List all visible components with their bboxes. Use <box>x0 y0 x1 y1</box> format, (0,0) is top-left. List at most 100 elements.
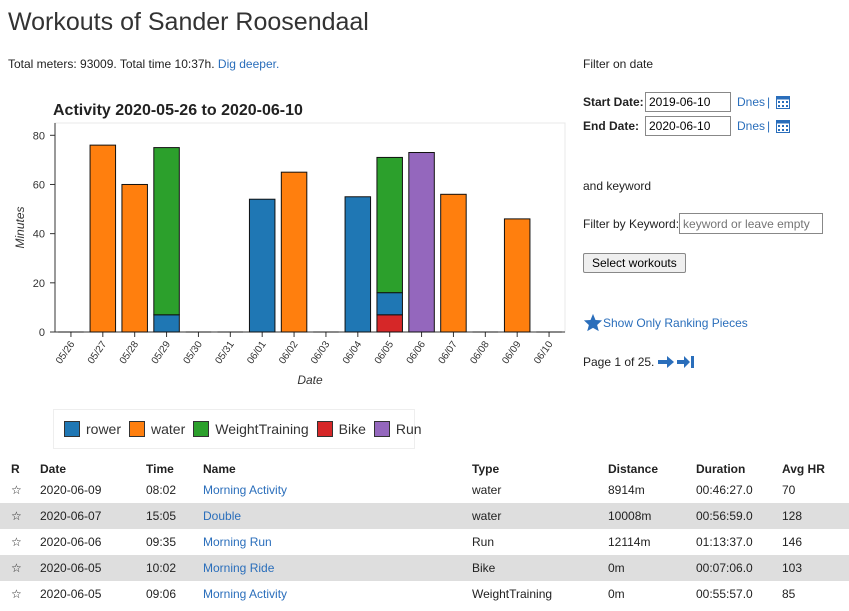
header-time: Time <box>146 461 174 476</box>
rank-star-icon[interactable]: ☆ <box>11 587 22 601</box>
date-cell: 2020-06-09 <box>40 483 102 497</box>
x-tick-label: 06/04 <box>341 339 365 366</box>
summary: Total meters: 93009. Total time 10:37h. … <box>8 57 279 71</box>
legend-item: rower <box>64 421 121 437</box>
header-distance: Distance <box>608 461 659 476</box>
legend-label: Run <box>395 421 422 437</box>
type-cell-container: water <box>472 477 608 503</box>
time-cell: 09:06 <box>146 587 177 601</box>
x-tick-label: 05/26 <box>54 339 78 366</box>
ranking-filter[interactable]: Show Only Ranking Pieces <box>583 313 748 332</box>
legend-label: WeightTraining <box>215 421 309 437</box>
time-cell: 09:35 <box>146 535 177 549</box>
time-cell-container: 08:02 <box>146 477 203 503</box>
time-cell-container: 10:02 <box>146 555 203 581</box>
type-cell: water <box>472 509 502 523</box>
header-r: R <box>11 461 20 476</box>
bar-run <box>408 152 435 333</box>
summary-text: Total meters: 93009. Total time 10:37h. <box>8 57 215 71</box>
workout-name-link-container: Morning Run <box>203 529 472 555</box>
x-tick-label: 06/10 <box>532 339 556 366</box>
bar-rower <box>376 292 403 316</box>
time-cell: 08:02 <box>146 483 177 497</box>
workout-name-link[interactable]: Morning Run <box>203 535 272 549</box>
time-cell-container: 15:05 <box>146 503 203 529</box>
select-workouts-button[interactable]: Select workouts <box>583 253 686 273</box>
duration-cell: 00:46:27.0 <box>696 483 753 497</box>
x-tick-label: 06/09 <box>500 339 524 366</box>
calendar-icon[interactable] <box>776 95 791 109</box>
x-tick-label: 06/01 <box>245 339 269 366</box>
last-page-icon[interactable] <box>677 355 695 369</box>
y-tick-label: 80 <box>33 130 45 142</box>
start-date-input[interactable] <box>645 92 731 112</box>
avg-hr-cell-container: 103 <box>782 555 849 581</box>
header-name: Name <box>203 461 236 476</box>
header-duration: Duration <box>696 461 746 476</box>
workout-name-link-container: Double <box>203 503 472 529</box>
distance-cell-container: 12114m <box>608 529 696 555</box>
workout-name-link[interactable]: Morning Ride <box>203 561 275 575</box>
ranking-link[interactable]: Show Only Ranking Pieces <box>603 315 748 330</box>
time-cell-container: 09:35 <box>146 529 203 555</box>
header-date: Date <box>40 461 67 476</box>
table-row: ☆ 2020-06-05 10:02 Morning Ride Bike 0m 00:07:… <box>0 555 849 581</box>
date-cell: 2020-06-05 <box>40 587 102 601</box>
workout-name-link[interactable]: Morning Activity <box>203 587 288 601</box>
start-dnes-link[interactable]: Dnes <box>737 95 766 109</box>
avg-hr-cell-container: 128 <box>782 503 849 529</box>
avg-hr-cell: 103 <box>782 561 803 575</box>
distance-cell: 10008m <box>608 509 652 523</box>
x-tick-label: 06/03 <box>309 339 333 366</box>
duration-cell-container: 00:55:57.0 <box>696 581 782 607</box>
avg-hr-cell: 146 <box>782 535 803 549</box>
type-cell: water <box>472 483 502 497</box>
x-tick-label: 05/30 <box>182 339 206 366</box>
rank-star-icon[interactable]: ☆ <box>11 535 22 549</box>
bar-weighttraining <box>153 147 180 316</box>
end-date-input[interactable] <box>645 116 731 136</box>
type-cell-container: Bike <box>472 555 608 581</box>
time-cell: 15:05 <box>146 509 177 523</box>
distance-cell-container: 10008m <box>608 503 696 529</box>
star-icon <box>583 313 603 332</box>
date-cell: 2020-06-07 <box>40 509 102 523</box>
date-cell-container: 2020-06-07 <box>29 503 146 529</box>
bar-weighttraining <box>376 156 403 294</box>
bar-bike <box>376 314 403 333</box>
avg-hr-cell-container: 146 <box>782 529 849 555</box>
rank-star-icon-container: ☆ <box>0 581 29 607</box>
keyword-title: and keyword <box>583 179 652 193</box>
x-tick-label: 05/27 <box>86 339 110 366</box>
workout-name-link[interactable]: Morning Activity <box>203 483 288 497</box>
rank-star-icon-container: ☆ <box>0 503 29 529</box>
legend-swatch <box>193 421 210 437</box>
legend-swatch <box>64 421 80 437</box>
legend-item: WeightTraining <box>193 421 309 437</box>
workout-name-link[interactable]: Double <box>203 509 242 523</box>
y-tick-label: 20 <box>33 278 45 290</box>
page-text: Page 1 of 25. <box>583 355 655 369</box>
page-title: Workouts of Sander Roosendaal <box>8 8 369 36</box>
rank-star-icon[interactable]: ☆ <box>11 561 22 575</box>
rank-star-icon[interactable]: ☆ <box>11 509 22 523</box>
duration-cell-container: 00:56:59.0 <box>696 503 782 529</box>
rank-star-icon[interactable]: ☆ <box>11 483 22 497</box>
bar-water <box>440 193 467 333</box>
end-date-row: End Date: Dnes | <box>583 116 791 136</box>
type-cell-container: WeightTraining <box>472 581 608 607</box>
legend-item: Bike <box>316 421 366 437</box>
header-avg-hr: Avg HR <box>782 461 825 476</box>
bar-water <box>89 144 117 333</box>
distance-cell: 0m <box>608 587 625 601</box>
end-dnes-link[interactable]: Dnes <box>737 119 766 133</box>
keyword-input[interactable] <box>679 213 824 234</box>
pager: Page 1 of 25. <box>583 355 695 369</box>
next-arrow-icon[interactable] <box>657 355 675 369</box>
distance-cell-container: 8914m <box>608 477 696 503</box>
type-cell-container: water <box>472 503 608 529</box>
legend-item: Run <box>373 421 422 437</box>
calendar-icon[interactable] <box>776 119 791 133</box>
dig-deeper-link[interactable]: Dig deeper. <box>217 57 280 71</box>
x-tick-label: 05/28 <box>118 339 142 366</box>
